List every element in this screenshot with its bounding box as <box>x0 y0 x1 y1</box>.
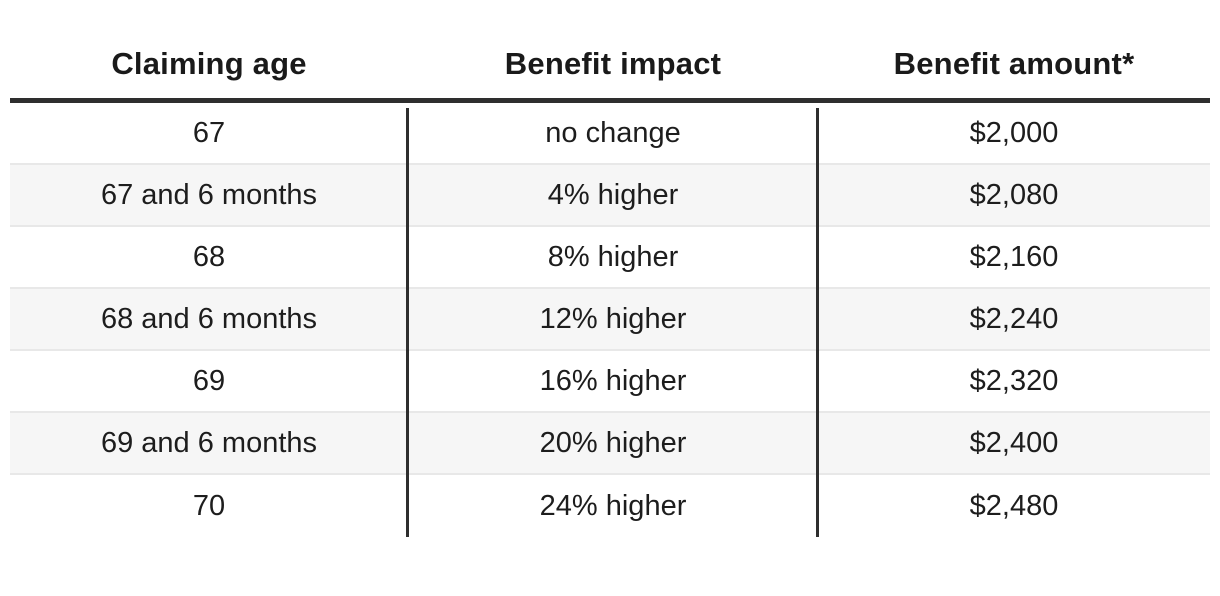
table-cell: $2,080 <box>969 178 1059 211</box>
table-body: 67 no change $2,000 67 and 6 months 4% highe… <box>10 103 1210 537</box>
table-cell: $2,400 <box>969 426 1059 459</box>
table-cell: $2,480 <box>969 489 1059 522</box>
table-row: 69 and 6 months 20% higher $2,400 <box>10 413 1210 475</box>
table-row: 68 and 6 months 12% higher $2,240 <box>10 289 1210 351</box>
table-row: 67 no change $2,000 <box>10 103 1210 165</box>
table-cell: $2,000 <box>969 116 1059 149</box>
column-divider-2 <box>816 108 819 537</box>
table-cell: 12% higher <box>539 302 687 335</box>
claiming-age-benefit-table: Claiming age Benefit impact Benefit amou… <box>10 30 1210 537</box>
table-cell: $2,320 <box>969 364 1059 397</box>
table-cell: $2,160 <box>969 240 1059 273</box>
table-cell: 69 and 6 months <box>100 426 318 459</box>
table-row: 68 8% higher $2,160 <box>10 227 1210 289</box>
table-cell: 68 and 6 months <box>100 302 318 335</box>
table-row: 70 24% higher $2,480 <box>10 475 1210 537</box>
column-header-benefit-amount: Benefit amount* <box>893 46 1135 81</box>
table-row: 67 and 6 months 4% higher $2,080 <box>10 165 1210 227</box>
table-cell: 69 <box>192 364 226 397</box>
table-cell: 20% higher <box>539 426 687 459</box>
table-row: 69 16% higher $2,320 <box>10 351 1210 413</box>
table-cell: 68 <box>192 240 226 273</box>
column-header-benefit-impact: Benefit impact <box>504 46 722 81</box>
table-cell: 70 <box>192 489 226 522</box>
table-header-row: Claiming age Benefit impact Benefit amou… <box>10 30 1210 103</box>
table-cell: 67 <box>192 116 226 149</box>
table-cell: 16% higher <box>539 364 687 397</box>
column-divider-1 <box>406 108 409 537</box>
table-cell: $2,240 <box>969 302 1059 335</box>
table-cell: 8% higher <box>547 240 679 273</box>
table-cell: no change <box>545 116 681 149</box>
table-cell: 24% higher <box>539 489 687 522</box>
column-header-claiming-age: Claiming age <box>111 46 307 81</box>
table-cell: 4% higher <box>547 178 679 211</box>
table-cell: 67 and 6 months <box>100 178 318 211</box>
